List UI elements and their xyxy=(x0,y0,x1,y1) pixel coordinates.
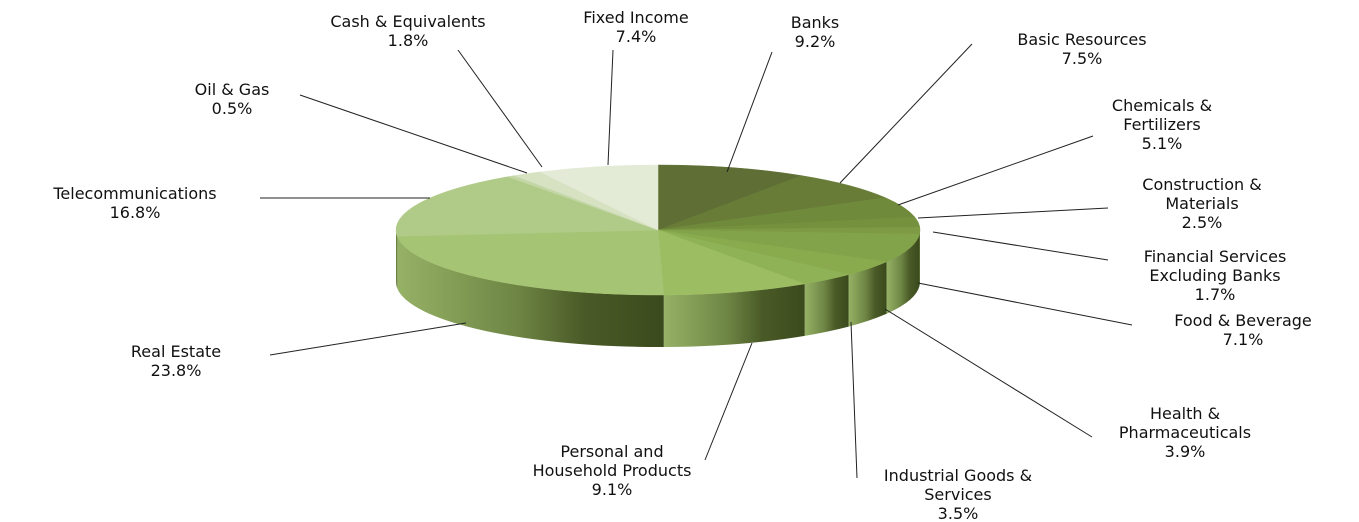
leader-line xyxy=(917,282,1133,326)
slice-personal-and-household-products xyxy=(657,229,806,296)
slice-side-industrial-goods-services xyxy=(804,274,849,336)
slice-percent: 0.5% xyxy=(212,99,253,118)
slice-name: Cash & Equivalents xyxy=(330,12,485,31)
leader-line xyxy=(726,51,773,173)
slice-fixed-income xyxy=(539,164,659,231)
slice-percent: 7.1% xyxy=(1223,330,1264,349)
slice-name: Chemicals & xyxy=(1112,96,1212,115)
slice-name: Services xyxy=(924,485,991,504)
leader-line xyxy=(704,342,753,461)
slice-percent: 16.8% xyxy=(110,203,161,222)
slice-percent: 3.9% xyxy=(1165,442,1206,461)
slice-label: Real Estate 23.8% xyxy=(131,342,221,380)
slice-name: Financial Services xyxy=(1144,247,1287,266)
slice-label: Personal and Household Products 9.1% xyxy=(533,442,692,499)
slice-percent: 7.4% xyxy=(616,27,657,46)
slice-name: Real Estate xyxy=(131,342,221,361)
slice-name: Pharmaceuticals xyxy=(1119,423,1251,442)
slice-percent: 5.1% xyxy=(1142,134,1183,153)
slice-percent: 1.7% xyxy=(1195,285,1236,304)
slice-label: Chemicals & Fertilizers 5.1% xyxy=(1112,96,1212,153)
slice-label: Cash & Equivalents 1.8% xyxy=(330,12,485,50)
leader-line xyxy=(839,43,973,184)
slice-real-estate xyxy=(396,229,665,296)
slice-name: Personal and xyxy=(560,442,663,461)
slice-food-beverage xyxy=(657,229,920,263)
slice-label: Construction & Materials 2.5% xyxy=(1142,175,1261,232)
slice-basic-resources xyxy=(657,175,887,231)
leader-line xyxy=(897,135,1094,206)
slice-name: Materials xyxy=(1165,194,1238,213)
slice-percent: 3.5% xyxy=(938,504,979,522)
slice-side-personal-and-household-products xyxy=(663,283,805,347)
leader-line xyxy=(269,322,467,356)
pie-side xyxy=(396,230,920,347)
slice-name: Oil & Gas xyxy=(195,80,270,99)
slice-percent: 2.5% xyxy=(1182,213,1223,232)
slice-name: Household Products xyxy=(533,461,692,480)
slice-telecommunications xyxy=(395,176,659,237)
slice-label: Financial Services Excluding Banks 1.7% xyxy=(1144,247,1287,304)
slice-name: Banks xyxy=(791,13,840,32)
leader-line xyxy=(299,94,528,174)
slice-percent: 23.8% xyxy=(151,361,202,380)
slice-name: Industrial Goods & xyxy=(884,466,1032,485)
slice-labels: Banks 9.2% Basic Resources 7.5%Chemicals & F… xyxy=(52,8,1311,522)
slice-name: Fixed Income xyxy=(583,8,688,27)
slice-percent: 9.2% xyxy=(795,32,836,51)
slice-label: Fixed Income 7.4% xyxy=(583,8,688,46)
slice-name: Construction & xyxy=(1142,175,1261,194)
slice-side-health-pharmaceuticals xyxy=(848,261,887,327)
slice-label: Industrial Goods & Services 3.5% xyxy=(884,466,1032,522)
slice-side-financial-services-excluding-banks xyxy=(919,230,920,287)
slice-side-food-beverage xyxy=(886,234,920,314)
slice-percent: 1.8% xyxy=(388,31,429,50)
slice-name: Fertilizers xyxy=(1123,115,1201,134)
slice-label: Oil & Gas 0.5% xyxy=(195,80,270,118)
leader-lines xyxy=(260,43,1133,479)
slice-name: Food & Beverage xyxy=(1174,311,1312,330)
leader-line xyxy=(850,321,858,479)
slice-label: Health & Pharmaceuticals 3.9% xyxy=(1119,404,1251,461)
slice-name: Excluding Banks xyxy=(1149,266,1280,285)
slice-label: Basic Resources 7.5% xyxy=(1017,30,1146,68)
slice-banks xyxy=(657,164,803,231)
leader-line xyxy=(884,308,1093,438)
slice-side-real-estate xyxy=(397,236,664,347)
pie-top xyxy=(395,164,921,296)
leader-line xyxy=(457,49,543,168)
slice-label: Telecommunications 16.8% xyxy=(52,184,216,222)
slice-name: Telecommunications xyxy=(52,184,216,203)
leader-line xyxy=(607,49,614,166)
leader-line xyxy=(917,207,1109,219)
slice-percent: 9.1% xyxy=(592,480,633,499)
slice-percent: 7.5% xyxy=(1062,49,1103,68)
slice-name: Health & xyxy=(1150,404,1220,423)
slice-label: Banks 9.2% xyxy=(791,13,840,51)
slice-name: Basic Resources xyxy=(1017,30,1146,49)
slice-label: Food & Beverage 7.1% xyxy=(1174,311,1312,349)
leader-line xyxy=(932,231,1109,261)
slice-side-telecommunications xyxy=(396,230,398,289)
